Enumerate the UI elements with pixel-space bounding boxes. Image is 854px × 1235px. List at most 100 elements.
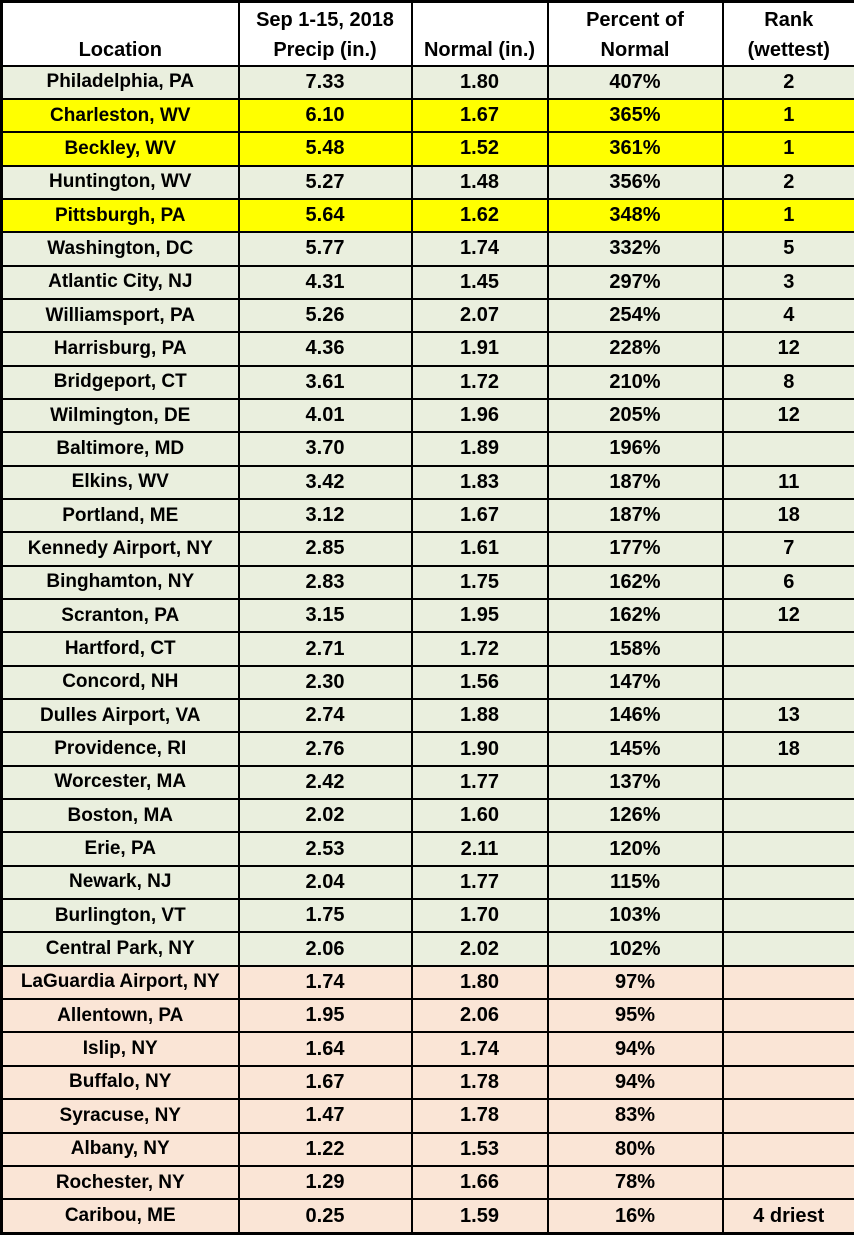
cell-precip: 2.02: [237, 798, 413, 834]
cell-rank: 5: [721, 231, 854, 267]
cell-precip: 1.22: [237, 1131, 413, 1167]
cell-location: Kennedy Airport, NY: [0, 531, 240, 567]
table-row: Elkins, WV 3.42 1.83 187% 11: [0, 464, 854, 500]
cell-location: Concord, NH: [0, 664, 240, 701]
cell-location: Erie, PA: [0, 831, 240, 867]
table-row: Binghamton, NY 2.83 1.75 162% 6: [0, 564, 854, 601]
header-label: Location: [78, 38, 162, 61]
table-header: Location Sep 1-15, 2018 Precip (in.) Nor…: [0, 0, 854, 67]
cell-rank: [721, 631, 854, 667]
table-row: Scranton, PA 3.15 1.95 162% 12: [0, 597, 854, 634]
cell-percent-of-normal: 356%: [546, 164, 724, 200]
table-row: Central Park, NY 2.06 2.02 102%: [0, 931, 854, 967]
cell-rank: [721, 1064, 854, 1101]
cell-normal: 2.07: [410, 297, 549, 334]
cell-rank: [721, 931, 854, 967]
cell-precip: 3.15: [237, 597, 413, 634]
cell-precip: 5.64: [237, 197, 413, 234]
cell-normal: 1.78: [410, 1098, 549, 1134]
cell-precip: 2.76: [237, 731, 413, 767]
cell-location: LaGuardia Airport, NY: [0, 964, 240, 1001]
cell-normal: 1.61: [410, 531, 549, 567]
cell-precip: 2.53: [237, 831, 413, 867]
cell-percent-of-normal: 297%: [546, 264, 724, 300]
cell-rank: [721, 898, 854, 934]
cell-percent-of-normal: 94%: [546, 1064, 724, 1101]
cell-rank: 12: [721, 331, 854, 367]
table-row: Huntington, WV 5.27 1.48 356% 2: [0, 164, 854, 200]
cell-normal: 1.72: [410, 631, 549, 667]
cell-rank: 8: [721, 364, 854, 400]
cell-normal: 1.88: [410, 698, 549, 734]
cell-precip: 2.71: [237, 631, 413, 667]
table-row: Worcester, MA 2.42 1.77 137%: [0, 764, 854, 801]
cell-percent-of-normal: 254%: [546, 297, 724, 334]
table-row: Islip, NY 1.64 1.74 94%: [0, 1031, 854, 1067]
cell-precip: 1.74: [237, 964, 413, 1001]
cell-percent-of-normal: 126%: [546, 798, 724, 834]
cell-percent-of-normal: 102%: [546, 931, 724, 967]
cell-location: Huntington, WV: [0, 164, 240, 200]
cell-percent-of-normal: 83%: [546, 1098, 724, 1134]
cell-location: Worcester, MA: [0, 764, 240, 801]
cell-precip: 7.33: [237, 64, 413, 100]
cell-rank: [721, 764, 854, 801]
table-row: Williamsport, PA 5.26 2.07 254% 4: [0, 297, 854, 334]
table-row: Erie, PA 2.53 2.11 120%: [0, 831, 854, 867]
cell-normal: 1.74: [410, 231, 549, 267]
table-row: Hartford, CT 2.71 1.72 158%: [0, 631, 854, 667]
cell-rank: 7: [721, 531, 854, 567]
cell-precip: 2.83: [237, 564, 413, 601]
cell-rank: 2: [721, 64, 854, 100]
table-row: Newark, NJ 2.04 1.77 115%: [0, 864, 854, 901]
table-row: Washington, DC 5.77 1.74 332% 5: [0, 231, 854, 267]
cell-percent-of-normal: 187%: [546, 464, 724, 500]
cell-percent-of-normal: 162%: [546, 597, 724, 634]
cell-normal: 1.75: [410, 564, 549, 601]
header-label-line2: (wettest): [747, 38, 830, 61]
col-header-percent: Percent of Normal: [546, 0, 724, 67]
cell-normal: 1.62: [410, 197, 549, 234]
cell-location: Caribou, ME: [0, 1198, 240, 1235]
table-row: Bridgeport, CT 3.61 1.72 210% 8: [0, 364, 854, 400]
cell-location: Hartford, CT: [0, 631, 240, 667]
cell-percent-of-normal: 147%: [546, 664, 724, 701]
cell-rank: [721, 998, 854, 1034]
cell-percent-of-normal: 228%: [546, 331, 724, 367]
cell-rank: [721, 964, 854, 1001]
cell-rank: 18: [721, 497, 854, 534]
cell-location: Newark, NJ: [0, 864, 240, 901]
cell-rank: 4 driest: [721, 1198, 854, 1235]
cell-normal: 1.91: [410, 331, 549, 367]
cell-rank: [721, 1164, 854, 1201]
table-row: LaGuardia Airport, NY 1.74 1.80 97%: [0, 964, 854, 1001]
cell-precip: 3.12: [237, 497, 413, 534]
cell-location: Islip, NY: [0, 1031, 240, 1067]
col-header-normal: Normal (in.): [410, 0, 549, 67]
cell-location: Buffalo, NY: [0, 1064, 240, 1101]
cell-rank: 3: [721, 264, 854, 300]
cell-percent-of-normal: 80%: [546, 1131, 724, 1167]
table-row: Portland, ME 3.12 1.67 187% 18: [0, 497, 854, 534]
cell-normal: 1.52: [410, 131, 549, 167]
cell-location: Harrisburg, PA: [0, 331, 240, 367]
table-row: Burlington, VT 1.75 1.70 103%: [0, 898, 854, 934]
cell-precip: 4.01: [237, 397, 413, 434]
cell-rank: [721, 1131, 854, 1167]
cell-rank: [721, 831, 854, 867]
header-label-line1: Percent of: [586, 8, 684, 31]
cell-precip: 3.61: [237, 364, 413, 400]
cell-location: Elkins, WV: [0, 464, 240, 500]
cell-normal: 1.60: [410, 798, 549, 834]
cell-location: Williamsport, PA: [0, 297, 240, 334]
header-row: Location Sep 1-15, 2018 Precip (in.) Nor…: [0, 0, 854, 67]
cell-normal: 1.66: [410, 1164, 549, 1201]
cell-location: Burlington, VT: [0, 898, 240, 934]
cell-percent-of-normal: 196%: [546, 431, 724, 467]
cell-normal: 1.70: [410, 898, 549, 934]
cell-precip: 1.47: [237, 1098, 413, 1134]
cell-location: Charleston, WV: [0, 97, 240, 134]
table-row: Baltimore, MD 3.70 1.89 196%: [0, 431, 854, 467]
